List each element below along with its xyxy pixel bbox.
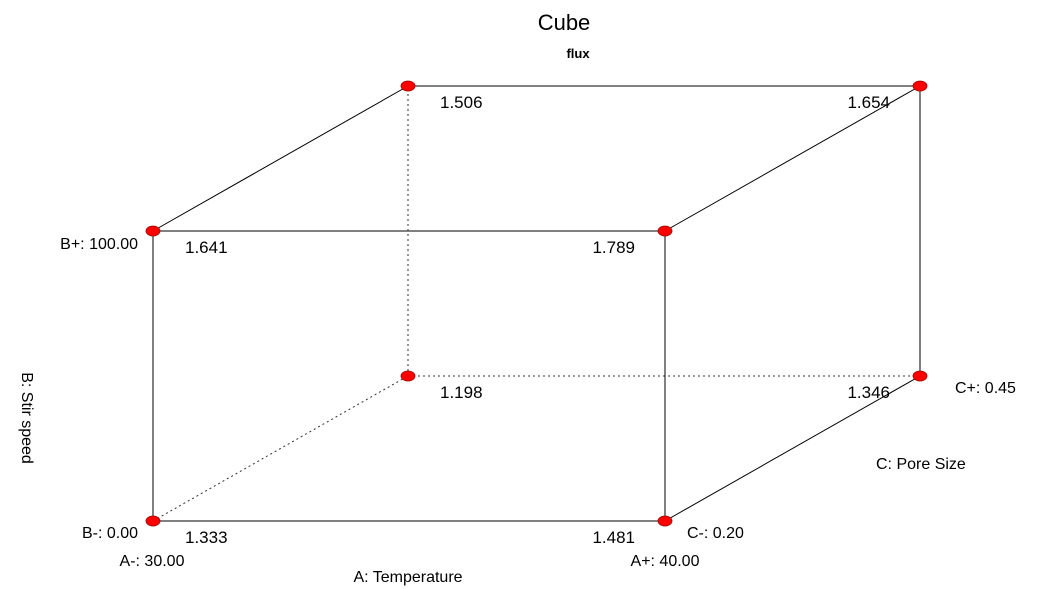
- cube-edge-c-mmm: [152, 375, 409, 522]
- cube-edge-c-mpm: [152, 85, 409, 232]
- cube-corner-point-mmp: [400, 370, 416, 382]
- cube-corner-point-mmm: [145, 515, 161, 527]
- cube-corner-point-mpm: [145, 225, 161, 237]
- cube-corner-point-ppp: [912, 80, 928, 92]
- factor-b-low-label: B-: 0.00: [82, 525, 138, 542]
- cube-corner-value-ppp: 1.654: [847, 93, 890, 112]
- factor-a-high-label: A+: 40.00: [631, 553, 700, 570]
- cube-corner-value-mpm: 1.641: [185, 238, 228, 257]
- chart-subtitle: flux: [566, 46, 590, 61]
- cube-corner-values: 1.333 1.481 1.641 1.789 1.198 1.346 1.506 1.654: [185, 93, 890, 547]
- cube-corner-point-pmp: [912, 370, 928, 382]
- cube-corner-point-mpp: [400, 80, 416, 92]
- factor-a-axis-label: A: Temperature: [353, 569, 462, 586]
- cube-corner-value-pmp: 1.346: [847, 383, 890, 402]
- cube-corner-point-ppm: [657, 225, 673, 237]
- cube-corner-value-mmp: 1.198: [440, 383, 483, 402]
- cube-corner-value-mmm: 1.333: [185, 528, 228, 547]
- factor-b-high-label: B+: 100.00: [60, 236, 138, 253]
- factor-c-axis-label: C: Pore Size: [876, 456, 966, 473]
- cube-edges: [152, 85, 921, 522]
- factor-c-low-label: C-: 0.20: [687, 525, 744, 542]
- factor-c-high-label: C+: 0.45: [955, 380, 1016, 397]
- factor-a-low-label: A-: 30.00: [120, 553, 185, 570]
- cube-corner-value-pmm: 1.481: [592, 528, 635, 547]
- cube-corner-point-pmm: [657, 515, 673, 527]
- cube-corner-value-ppm: 1.789: [592, 238, 635, 257]
- cube-corner-points: [145, 80, 928, 527]
- cube-edge-c-ppm: [664, 85, 921, 232]
- chart-title: Cube: [538, 10, 591, 35]
- cube-corner-value-mpp: 1.506: [440, 93, 483, 112]
- factor-b-axis-label: B: Stir speed: [18, 372, 35, 464]
- cube-edge-c-pmm: [664, 375, 921, 522]
